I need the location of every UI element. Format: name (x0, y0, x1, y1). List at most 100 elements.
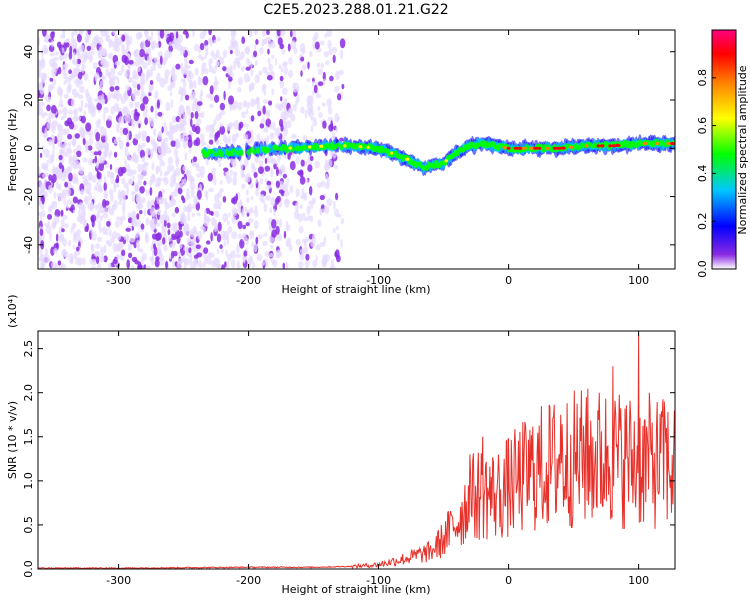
heatmap-cell (170, 140, 177, 147)
heatmap-cell (284, 146, 289, 150)
heatmap-cell (241, 183, 246, 189)
heatmap-cell (281, 48, 286, 55)
heatmap-cell (163, 244, 168, 252)
heatmap-cell (221, 56, 225, 65)
heatmap-cell (244, 134, 249, 141)
x-tick-label: -300 (106, 574, 131, 587)
heatmap-cell (210, 124, 214, 134)
heatmap-cell (64, 128, 70, 136)
heatmap-cell (142, 170, 148, 177)
heatmap-cell (180, 94, 184, 103)
heatmap-cell (140, 72, 144, 78)
heatmap-cell (245, 222, 250, 227)
heatmap-cell (150, 117, 155, 127)
heatmap-cell (94, 251, 99, 257)
heatmap-cell (255, 39, 259, 45)
heatmap-cell (228, 212, 231, 218)
heatmap-cell (51, 168, 57, 175)
heatmap-cell (80, 238, 83, 245)
heatmap-cell (184, 152, 188, 161)
heatmap-cell (212, 82, 218, 91)
heatmap-cell (217, 200, 222, 210)
heatmap-cell (231, 216, 237, 224)
heatmap-cell (125, 115, 131, 124)
heatmap-cell (72, 58, 78, 65)
heatmap-cell (46, 122, 51, 130)
heatmap-cell (212, 53, 218, 60)
heatmap-cell (341, 83, 345, 90)
heatmap-cell (157, 145, 162, 154)
heatmap-cell (132, 153, 135, 162)
heatmap-cell (129, 35, 133, 45)
heatmap-cell (211, 167, 217, 172)
spectrogram-heatmap (38, 30, 675, 269)
heatmap-cell (38, 256, 43, 262)
heatmap-cell (179, 133, 183, 142)
heatmap-cell (139, 248, 144, 253)
heatmap-cell (186, 106, 191, 116)
heatmap-cell (252, 149, 256, 155)
heatmap-cell (76, 230, 79, 237)
heatmap-cell (317, 81, 324, 87)
heatmap-cell (326, 198, 333, 207)
heatmap-cell (184, 136, 189, 141)
heatmap-cell (170, 98, 174, 108)
heatmap-cell (141, 130, 148, 138)
heatmap-cell (192, 30, 195, 38)
heatmap-cell (233, 119, 240, 130)
heatmap-cell (134, 49, 140, 56)
heatmap-cell (116, 232, 122, 241)
heatmap-cell (459, 148, 465, 152)
heatmap-cell (258, 166, 264, 175)
heatmap-cell (218, 151, 225, 158)
heatmap-cell (314, 160, 321, 169)
heatmap-cell (282, 87, 288, 96)
heatmap-cell (181, 179, 184, 185)
heatmap-cell (213, 202, 219, 210)
heatmap-cell (227, 225, 233, 234)
heatmap-cell (280, 124, 284, 132)
heatmap-cell (279, 75, 284, 82)
heatmap-cell (131, 194, 135, 203)
heatmap-cell (253, 219, 259, 230)
heatmap-cell (584, 144, 589, 148)
heatmap-cell (81, 63, 85, 74)
heatmap-cell (307, 164, 313, 173)
heatmap-cell (114, 36, 117, 45)
heatmap-cell (270, 196, 276, 207)
heatmap-cell (98, 118, 102, 124)
heatmap-cell (318, 112, 323, 119)
heatmap-cell (149, 187, 153, 196)
heatmap-cell (323, 205, 330, 215)
heatmap-cell (243, 157, 249, 168)
heatmap-cell (390, 151, 394, 155)
heatmap-cell (201, 64, 207, 72)
heatmap-cell (68, 51, 73, 60)
heatmap-cell (144, 117, 149, 126)
heatmap-cell (301, 47, 306, 55)
heatmap-cell (250, 98, 256, 108)
heatmap-cell (316, 182, 322, 189)
heatmap-cell (205, 158, 209, 166)
heatmap-cell (114, 220, 120, 228)
heatmap-cell (502, 146, 507, 150)
snr-ticks: -300 -200 -100 0 100 0.0 0.5 1.0 1.5 2.0 2.5 (22, 331, 675, 587)
heatmap-cell (190, 187, 195, 198)
heatmap-cell (179, 230, 183, 238)
heatmap-cell (196, 173, 201, 178)
heatmap-cell (171, 212, 176, 218)
heatmap-cell (63, 223, 69, 228)
heatmap-cell (38, 103, 41, 108)
heatmap-cell (521, 146, 527, 150)
heatmap-cell (164, 50, 170, 60)
heatmap-cell (68, 109, 74, 115)
heatmap-cell (231, 136, 236, 144)
heatmap-cell (183, 178, 187, 186)
heatmap-cell (276, 195, 281, 203)
heatmap-cell (264, 125, 269, 134)
heatmap-cell (291, 133, 297, 140)
heatmap-cell (62, 214, 68, 220)
heatmap-cell (217, 221, 222, 232)
heatmap-cell (271, 219, 277, 229)
